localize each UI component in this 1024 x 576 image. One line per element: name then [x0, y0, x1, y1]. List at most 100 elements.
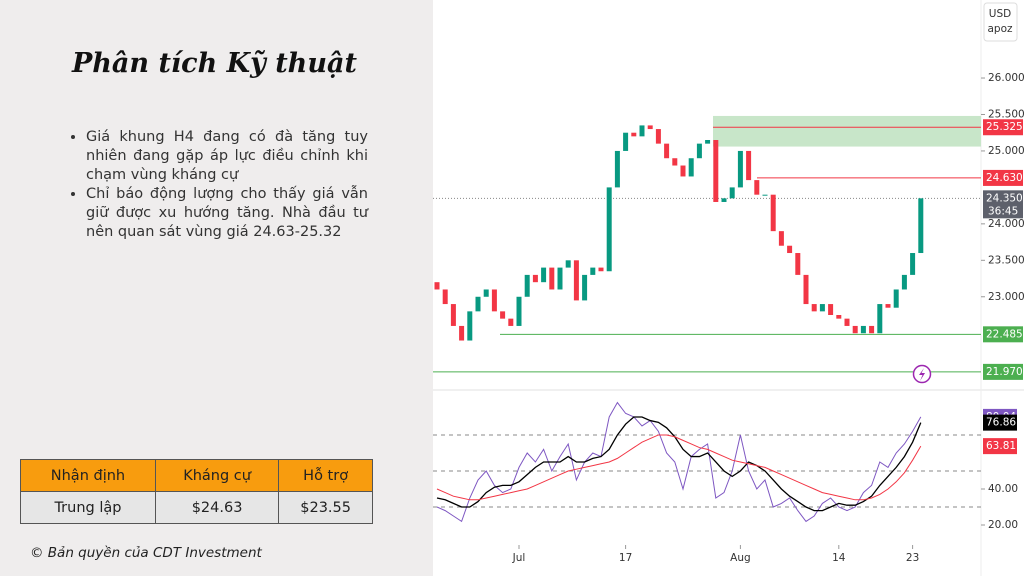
header-cell: Nhận định [20, 459, 156, 492]
chart-bg [433, 0, 1024, 576]
unit: apoz [987, 23, 1013, 35]
candle [442, 289, 448, 305]
osc-line [436, 434, 922, 501]
y-tick-label: 23.000 [988, 291, 1024, 303]
candle [688, 158, 694, 177]
slide-panel: Phân tích Kỹ thuật Giá khung H4 đang có … [0, 0, 433, 576]
candle [491, 289, 497, 312]
candle [672, 158, 678, 166]
x-tick-label: Jul [512, 552, 526, 564]
candle [901, 274, 907, 290]
candle [631, 132, 637, 137]
osc-tag-label: 76.86 [986, 417, 1016, 429]
candle [795, 253, 801, 275]
candle [606, 187, 612, 272]
candle [819, 304, 825, 312]
osc-tick-label: 40.00 [988, 483, 1018, 495]
candle [557, 267, 563, 290]
candle [713, 140, 719, 202]
y-tick-label: 23.500 [988, 254, 1024, 266]
currency: USD [989, 8, 1011, 20]
candle [483, 289, 489, 297]
osc-tag-label: 63.81 [986, 440, 1016, 452]
osc-tick-label: 20.00 [988, 519, 1018, 531]
level-label: 21.970 [986, 366, 1023, 378]
candle [639, 125, 645, 137]
candle [467, 311, 473, 341]
osc-tag [983, 438, 1017, 455]
candle [508, 318, 514, 326]
header-cell: Hỗ trợ [278, 459, 373, 492]
candle [877, 304, 883, 334]
level-tag [983, 169, 1023, 186]
candle [746, 150, 752, 181]
alert-bolt [919, 368, 925, 381]
cell: Trung lập [20, 491, 156, 524]
bullet-list: Giá khung H4 đang có đà tăng tuy nhiên đ… [72, 128, 368, 242]
osc-tag [983, 414, 1017, 431]
candle [565, 260, 571, 268]
level-tag [983, 119, 1023, 136]
bullet: Giá khung H4 đang có đà tăng tuy nhiên đ… [86, 128, 368, 185]
candle [836, 315, 842, 319]
resistance-zone [713, 115, 981, 147]
x-tick-label: 17 [619, 552, 632, 564]
candle [729, 187, 735, 199]
y-tick-label: 25.000 [988, 145, 1024, 157]
candle [696, 143, 702, 159]
last-price-tag [983, 190, 1023, 219]
candle [524, 274, 530, 297]
candle [541, 267, 547, 283]
candle [762, 194, 768, 196]
currency-box [983, 2, 1018, 42]
candle [655, 129, 661, 144]
candle [770, 194, 776, 232]
x-tick-label: 14 [832, 552, 846, 564]
candle [737, 150, 743, 188]
candle [885, 304, 891, 308]
candle [532, 274, 538, 283]
level-label: 25.325 [986, 121, 1023, 133]
level-tag [983, 363, 1023, 380]
candle [844, 318, 850, 326]
level-label: 24.630 [986, 172, 1023, 184]
candle [803, 274, 809, 305]
y-tick-label: 24.000 [988, 218, 1024, 230]
candle [787, 245, 793, 254]
candle [852, 325, 858, 334]
candle [647, 125, 653, 130]
bullet: Chỉ báo động lượng cho thấy giá vẫn giữ … [86, 185, 368, 242]
candle [811, 304, 817, 312]
candle [778, 231, 784, 246]
candle [516, 296, 522, 326]
candle [869, 325, 875, 334]
candle [614, 150, 620, 188]
candle [754, 180, 760, 195]
countdown: 36:45 [988, 205, 1018, 217]
candle [450, 304, 456, 326]
candle [860, 325, 866, 334]
candle [434, 282, 440, 290]
candle [475, 296, 481, 312]
candle [549, 267, 555, 290]
osc-line [436, 401, 922, 523]
candle [721, 198, 727, 202]
copyright: © Bản quyền của CDT Investment [30, 545, 262, 561]
candle [573, 260, 579, 301]
candle [500, 311, 506, 319]
candle [623, 132, 629, 151]
level-tag [983, 326, 1023, 343]
candle [582, 274, 588, 301]
last-price-label: 24.350 [986, 192, 1023, 204]
level-label: 22.485 [986, 328, 1023, 340]
slide-title: Phân tích Kỹ thuật [72, 48, 357, 79]
candle [680, 165, 686, 177]
candle [459, 325, 465, 341]
osc-line [436, 416, 922, 512]
candle [590, 267, 596, 275]
candle [705, 140, 711, 144]
y-tick-label: 25.500 [988, 108, 1024, 120]
y-tick-label: 26.000 [988, 72, 1024, 84]
candle [664, 143, 670, 159]
x-tick-label: Aug [730, 552, 751, 564]
